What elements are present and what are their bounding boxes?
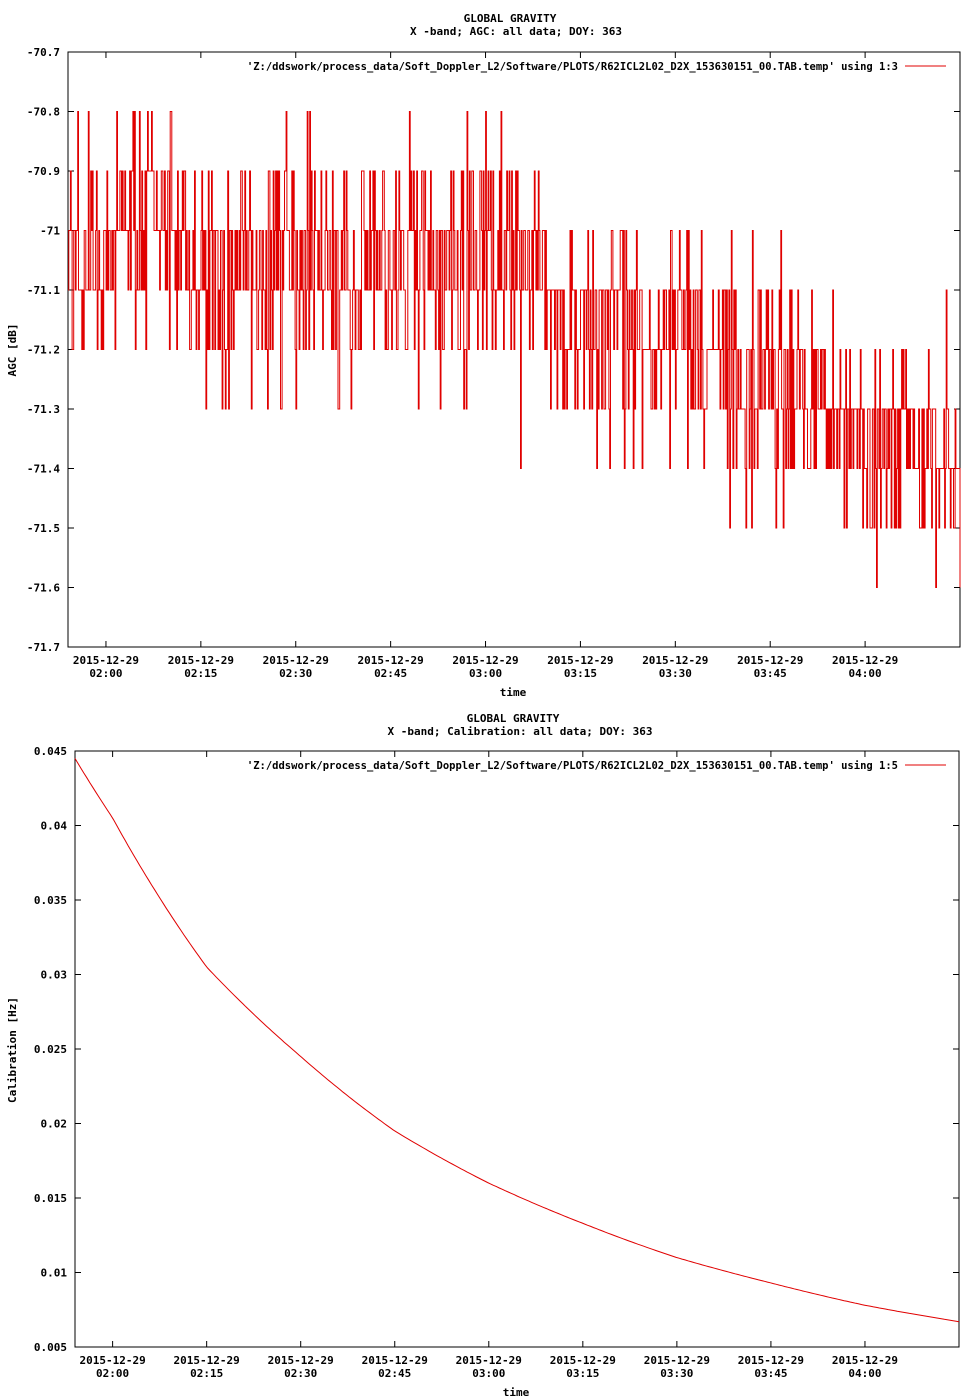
- x-tick-time-label: 02:15: [184, 667, 217, 680]
- x-tick-date-label: 2015-12-29: [268, 1354, 334, 1367]
- legend-label: 'Z:/ddswork/process_data/Soft_Doppler_L2…: [247, 760, 898, 772]
- y-tick-label: -71.4: [27, 463, 60, 476]
- x-tick-date-label: 2015-12-29: [642, 654, 708, 667]
- x-tick-date-label: 2015-12-29: [644, 1354, 710, 1367]
- y-tick-label: 0.01: [41, 1267, 68, 1280]
- x-tick-date-label: 2015-12-29: [550, 1354, 616, 1367]
- y-tick-label: -70.8: [27, 106, 60, 119]
- chart-title: GLOBAL GRAVITY: [464, 12, 557, 25]
- x-tick-time-label: 03:15: [566, 1367, 599, 1380]
- y-tick-label: 0.035: [34, 894, 67, 907]
- x-tick-date-label: 2015-12-29: [452, 654, 518, 667]
- y-tick-label: -71.6: [27, 582, 60, 595]
- x-tick-time-label: 02:30: [284, 1367, 317, 1380]
- x-tick-time-label: 03:30: [660, 1367, 693, 1380]
- y-tick-label: 0.005: [34, 1341, 67, 1354]
- x-tick-time-label: 03:30: [659, 667, 692, 680]
- x-tick-date-label: 2015-12-29: [832, 654, 898, 667]
- x-tick-time-label: 02:45: [378, 1367, 411, 1380]
- x-tick-date-label: 2015-12-29: [832, 1354, 898, 1367]
- y-tick-label: -71.3: [27, 403, 60, 416]
- y-axis-label: Calibration [Hz]: [6, 997, 19, 1103]
- x-tick-date-label: 2015-12-29: [73, 654, 139, 667]
- y-tick-label: -71.1: [27, 284, 60, 297]
- x-tick-date-label: 2015-12-29: [79, 1354, 145, 1367]
- x-tick-time-label: 03:45: [754, 1367, 787, 1380]
- x-tick-time-label: 02:30: [279, 667, 312, 680]
- x-tick-date-label: 2015-12-29: [738, 1354, 804, 1367]
- y-tick-label: 0.015: [34, 1192, 67, 1205]
- y-tick-label: 0.04: [41, 820, 68, 833]
- series-line-agc: [68, 111, 961, 588]
- x-tick-date-label: 2015-12-29: [456, 1354, 522, 1367]
- y-tick-label: -71.5: [27, 522, 60, 535]
- x-tick-date-label: 2015-12-29: [358, 654, 424, 667]
- y-axis-label: AGC [dB]: [6, 324, 19, 377]
- x-tick-time-label: 02:00: [89, 667, 122, 680]
- x-tick-date-label: 2015-12-29: [737, 654, 803, 667]
- series-line-calibration: [74, 758, 960, 1323]
- x-axis: 2015-12-2902:002015-12-2902:152015-12-29…: [79, 751, 898, 1380]
- y-tick-label: -70.9: [27, 165, 60, 178]
- y-axis: -70.7 -70.8 -70.9 -71 -71.1 -71.2 -71.3 -71.4 -7…: [27, 46, 960, 654]
- calibration-chart: GLOBAL GRAVITY X -band; Calibration: all…: [6, 712, 960, 1399]
- x-tick-date-label: 2015-12-29: [547, 654, 613, 667]
- y-tick-label: -71.7: [27, 641, 60, 654]
- x-tick-time-label: 04:00: [848, 1367, 881, 1380]
- y-tick-label: 0.045: [34, 745, 67, 758]
- x-tick-time-label: 02:15: [190, 1367, 223, 1380]
- y-tick-label: -71: [40, 225, 60, 238]
- x-axis-label: time: [503, 1386, 530, 1399]
- x-tick-time-label: 03:00: [469, 667, 502, 680]
- x-tick-time-label: 03:45: [754, 667, 787, 680]
- y-tick-label: 0.03: [41, 969, 68, 982]
- y-axis: 0.045 0.04 0.035 0.03 0.025 0.02 0.015 0.01 0.00…: [34, 745, 959, 1354]
- x-tick-time-label: 03:00: [472, 1367, 505, 1380]
- legend-label: 'Z:/ddswork/process_data/Soft_Doppler_L2…: [247, 61, 898, 73]
- y-tick-label: 0.02: [41, 1118, 68, 1131]
- x-axis-label: time: [500, 686, 527, 699]
- chart-title: GLOBAL GRAVITY: [467, 712, 560, 725]
- y-tick-label: 0.025: [34, 1043, 67, 1056]
- x-tick-date-label: 2015-12-29: [168, 654, 234, 667]
- x-axis: 2015-12-2902:002015-12-2902:152015-12-29…: [73, 52, 898, 680]
- agc-chart: GLOBAL GRAVITY X -band; AGC: all data; D…: [6, 12, 961, 699]
- y-tick-label: -71.2: [27, 344, 60, 357]
- x-tick-time-label: 02:45: [374, 667, 407, 680]
- x-tick-time-label: 02:00: [96, 1367, 129, 1380]
- x-tick-date-label: 2015-12-29: [263, 654, 329, 667]
- x-tick-time-label: 03:15: [564, 667, 597, 680]
- plot-frame: [74, 750, 960, 1348]
- chart-subtitle: X -band; AGC: all data; DOY: 363: [410, 25, 622, 38]
- x-tick-time-label: 04:00: [849, 667, 882, 680]
- chart-subtitle: X -band; Calibration: all data; DOY: 363: [388, 725, 653, 738]
- y-tick-label: -70.7: [27, 46, 60, 59]
- x-tick-date-label: 2015-12-29: [362, 1354, 428, 1367]
- x-tick-date-label: 2015-12-29: [174, 1354, 240, 1367]
